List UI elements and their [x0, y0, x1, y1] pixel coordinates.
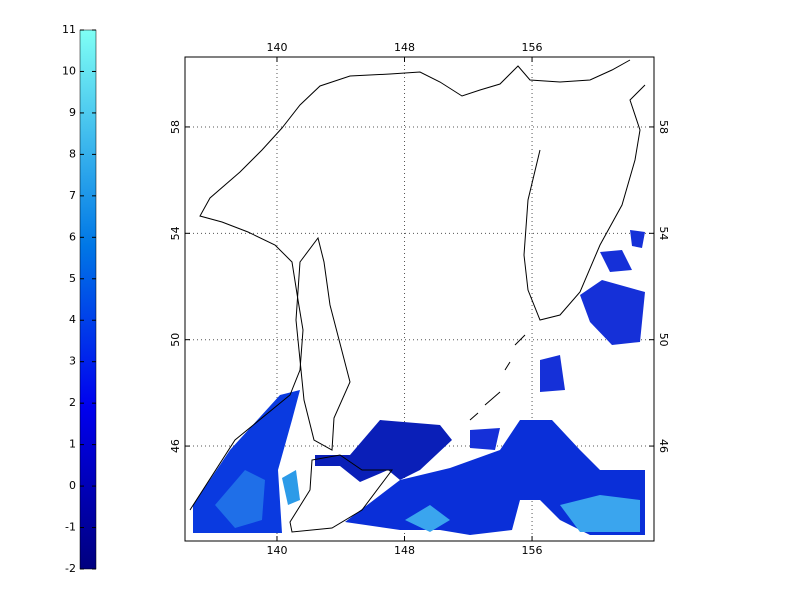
- grid: [185, 57, 654, 541]
- colorbar-tick-label: 10: [62, 64, 76, 77]
- colorbar-tick-label: 9: [69, 106, 76, 119]
- lon-label: 140: [266, 544, 287, 557]
- lat-label: 50: [169, 333, 182, 347]
- colorbar-tick-label: -2: [65, 562, 76, 575]
- colorbar-tick-label: 7: [69, 189, 76, 202]
- lat-label: 54: [657, 226, 670, 240]
- coastline: [189, 59, 646, 533]
- lat-label: 46: [657, 439, 670, 453]
- lat-label: 58: [657, 120, 670, 134]
- colorbar-tick-label: 11: [62, 23, 76, 36]
- colorbar-tick-label: 1: [69, 438, 76, 451]
- coastline-path: [289, 454, 393, 533]
- lat-label: 50: [657, 333, 670, 347]
- lon-label: 156: [522, 41, 543, 54]
- colorbar-tick-label: 0: [69, 479, 76, 492]
- lon-label: 156: [522, 544, 543, 557]
- lon-label: 148: [394, 41, 415, 54]
- field-patch: [580, 280, 645, 345]
- coastline-path: [295, 236, 351, 451]
- lat-label: 54: [169, 226, 182, 240]
- field-patch: [282, 470, 300, 505]
- field-patch: [405, 495, 640, 532]
- field-patch: [215, 470, 265, 528]
- colorbar-tick-label: 8: [69, 147, 76, 160]
- lat-label: 58: [169, 120, 182, 134]
- coastline-path: [469, 334, 526, 421]
- map-frame: [184, 56, 655, 542]
- colorbar-tick-label: 3: [69, 355, 76, 368]
- field-patch: [315, 420, 452, 482]
- colorbar: [79, 29, 97, 570]
- lon-label: 140: [266, 41, 287, 54]
- coastline-path: [189, 59, 631, 511]
- colorbar-tick-label: 4: [69, 313, 76, 326]
- lat-label: 46: [169, 439, 182, 453]
- lon-label: 148: [394, 544, 415, 557]
- colorbar-tick-label: 2: [69, 396, 76, 409]
- coastline-path: [523, 84, 646, 321]
- colorbar-tick-label: 6: [69, 230, 76, 243]
- colorbar-tick-label: 5: [69, 272, 76, 285]
- field-patch: [193, 390, 300, 533]
- colorbar-tick-label: -1: [65, 521, 76, 534]
- data-field: [193, 230, 645, 535]
